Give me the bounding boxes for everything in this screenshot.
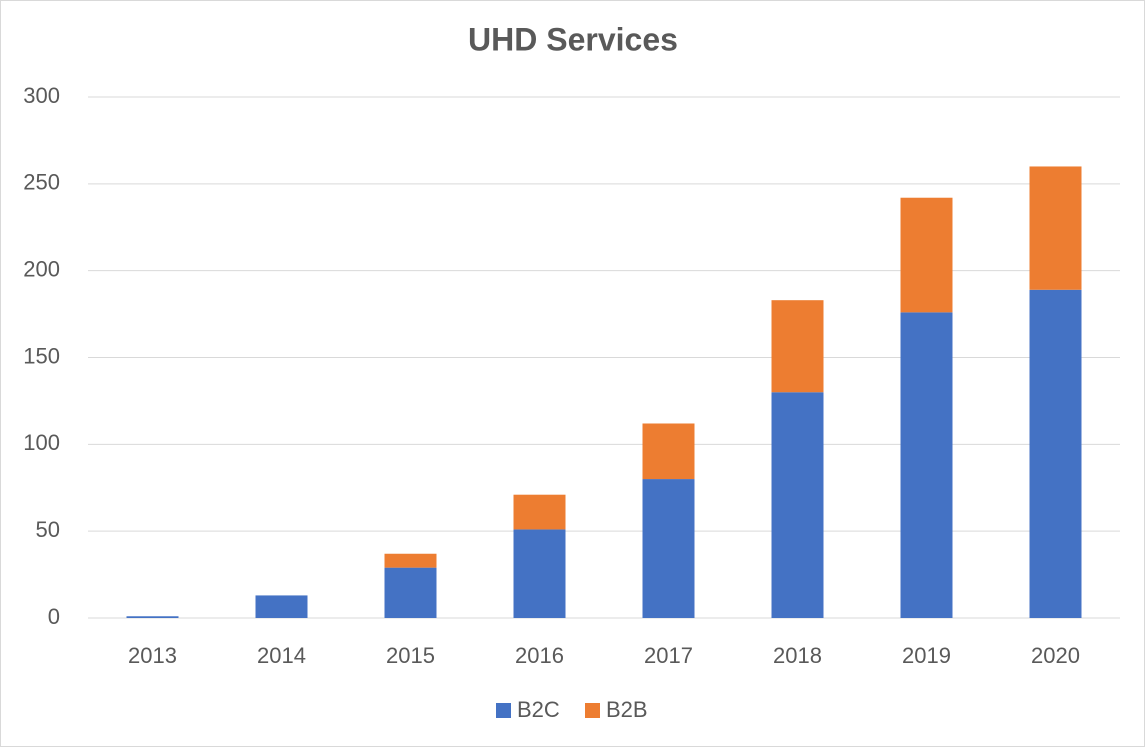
bar-segment [642,479,695,618]
chart-title: UHD Services [468,21,678,57]
bar-segment [255,595,308,618]
bar-segment [771,392,824,618]
y-tick-label: 100 [23,430,60,455]
bar-segment [384,553,437,568]
y-tick-label: 250 [23,170,60,195]
x-tick-label: 2014 [257,643,306,668]
bar-segment [513,494,566,530]
bar-segment [771,300,824,393]
legend-swatch [585,703,600,718]
x-tick-label: 2020 [1031,643,1080,668]
bar-segment [900,197,953,313]
legend-label: B2B [606,697,648,722]
y-tick-label: 300 [23,83,60,108]
y-tick-label: 50 [36,517,60,542]
bar-segment [900,312,953,618]
x-tick-label: 2018 [773,643,822,668]
y-tick-label: 200 [23,256,60,281]
x-tick-label: 2013 [128,643,177,668]
bar-segment [513,529,566,618]
x-tick-label: 2016 [515,643,564,668]
bar-segment [384,567,437,618]
legend-swatch [496,703,511,718]
x-tick-label: 2019 [902,643,951,668]
bar-segment [1029,289,1082,618]
y-tick-label: 150 [23,343,60,368]
x-tick-label: 2017 [644,643,693,668]
bar-segment [642,423,695,480]
bar-segment [1029,166,1082,290]
x-tick-label: 2015 [386,643,435,668]
bar-segment [126,616,179,618]
legend-label: B2C [517,697,560,722]
y-tick-label: 0 [48,604,60,629]
